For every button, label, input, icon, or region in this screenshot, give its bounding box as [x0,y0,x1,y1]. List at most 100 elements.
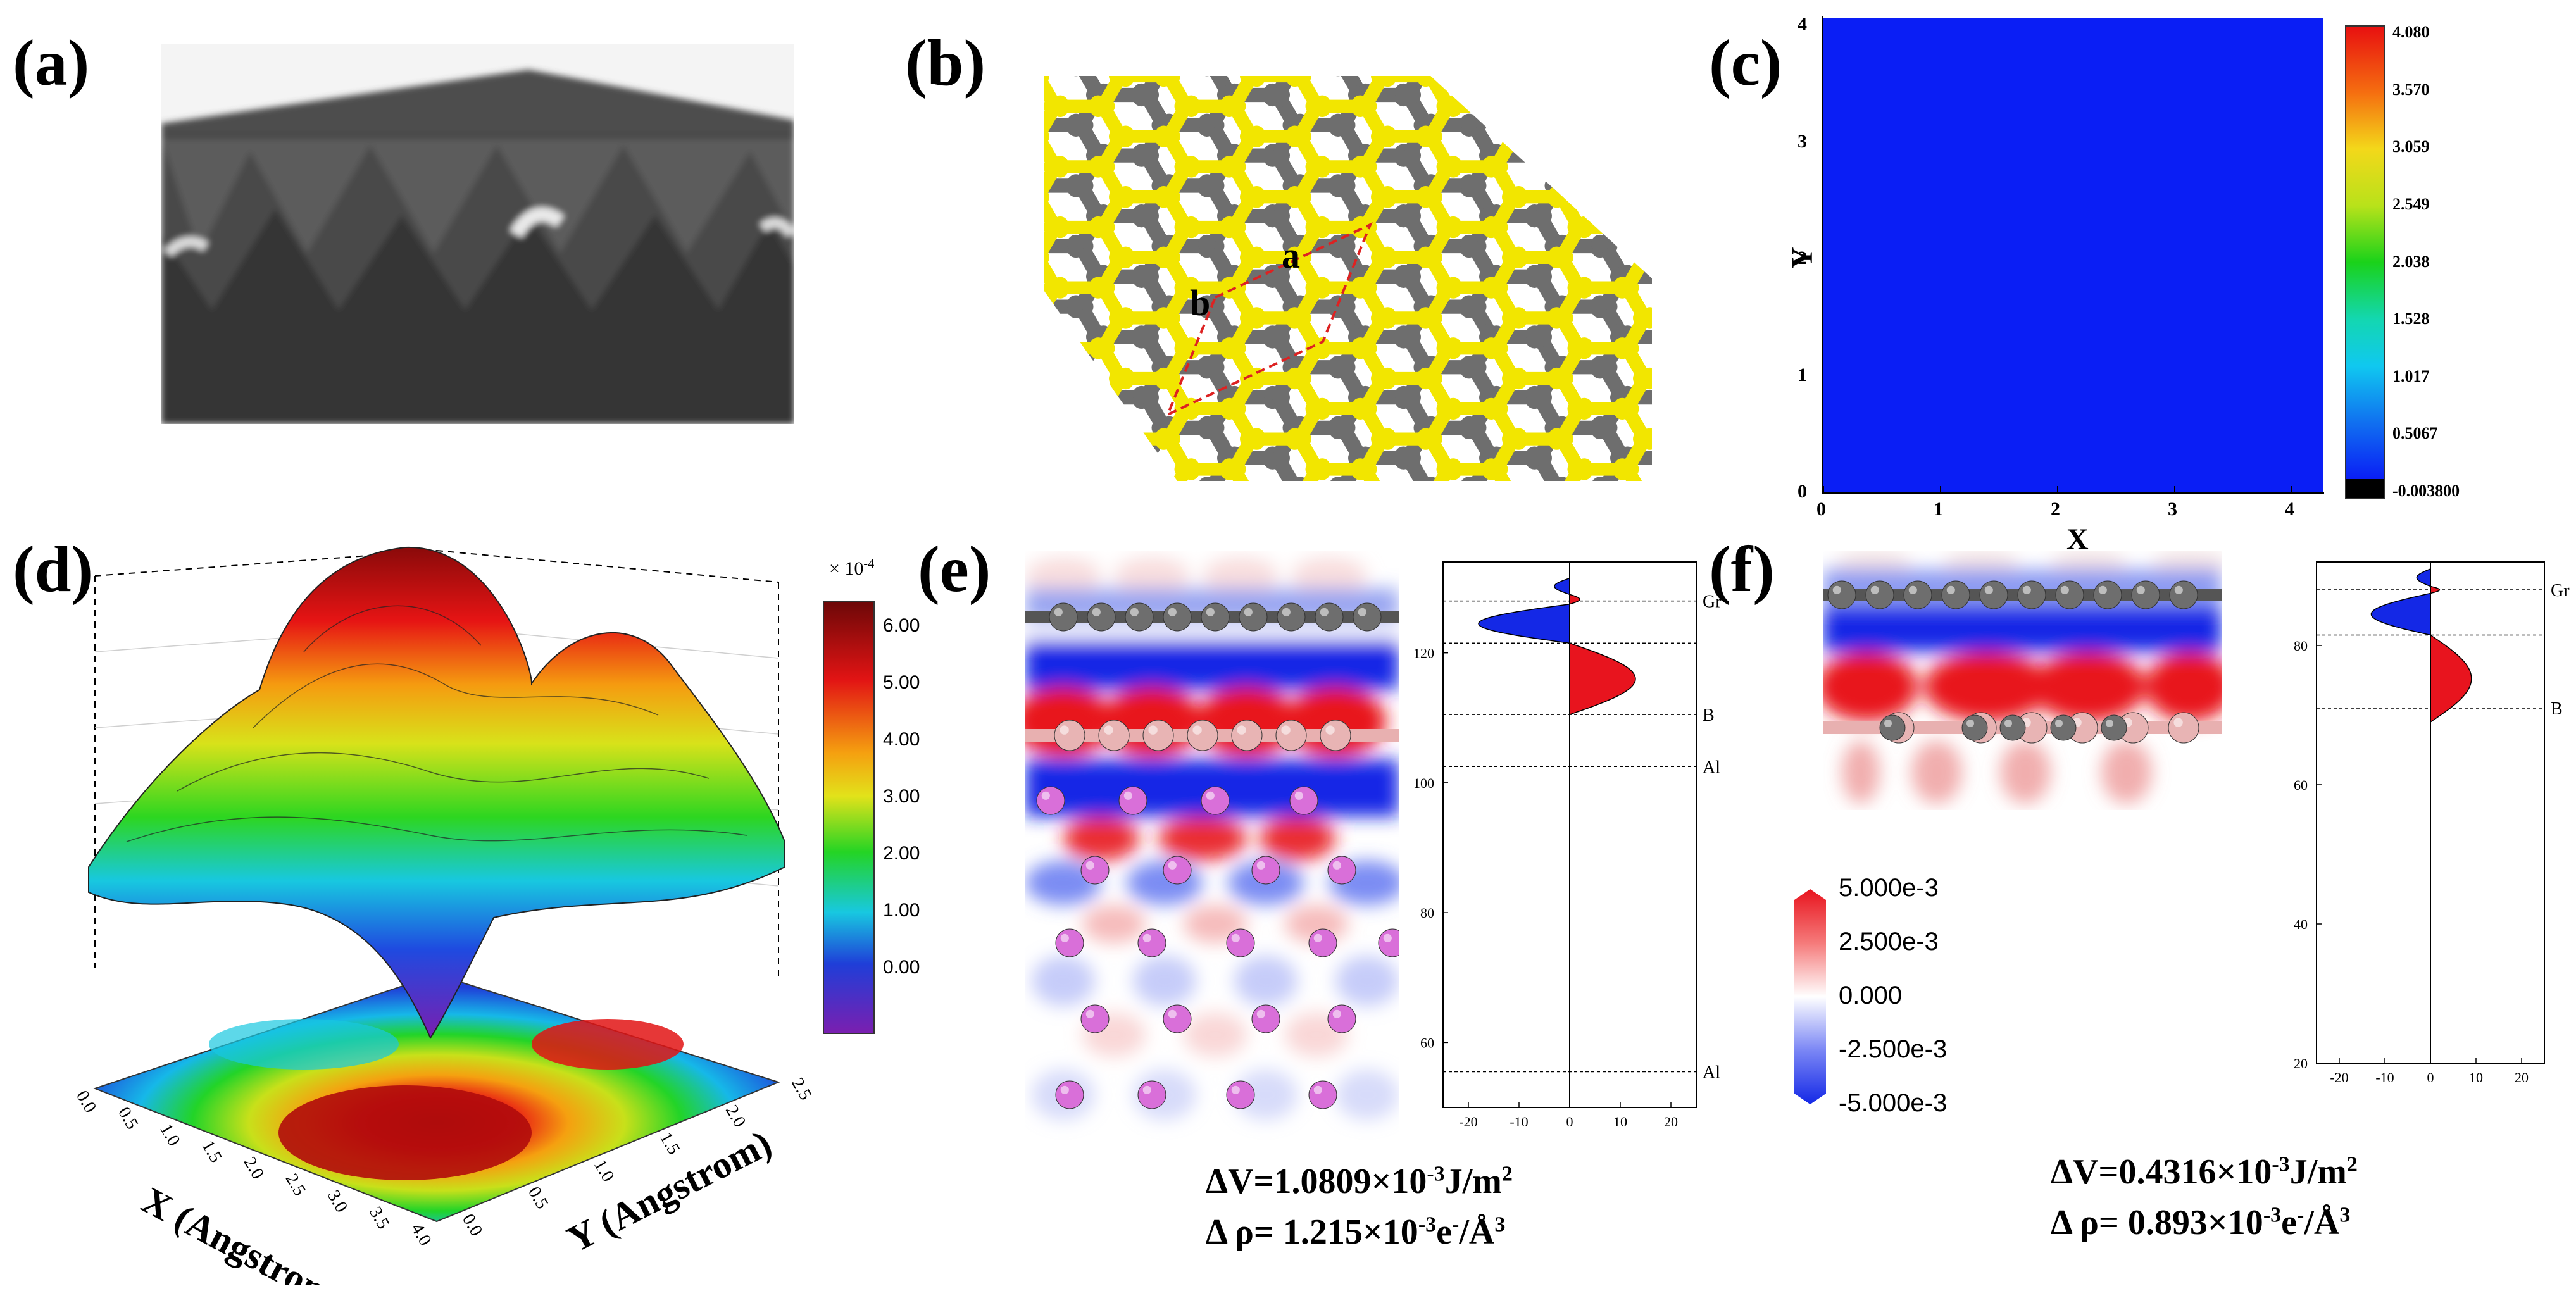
d-x-tick: 2.5 [282,1170,309,1199]
c-y-tick: 1 [1798,364,1807,385]
e-delta-rho: Δ ρ= 1.215×10-3e-/Å3 [1206,1213,1506,1252]
d-colorbar-tick: 6.00 [883,615,920,636]
d-colorbar-tick: 4.00 [883,729,920,750]
d-x-axis-label: X (Angstrom) [135,1179,353,1285]
panel-letter-b: (b) [905,27,986,99]
profile-x-tick: -10 [2375,1070,2394,1085]
c-colorbar-tick: -0.003800 [2392,482,2460,500]
shared-colorbar-tick: -2.500e-3 [1839,1035,1948,1063]
profile-y-tick: 80 [1420,905,1434,921]
c-x-tick-mark [1940,486,1941,492]
d-x-tick: 3.5 [365,1204,393,1233]
d-x-tick: 1.0 [156,1121,184,1150]
d-y-tick: 0.5 [524,1183,552,1213]
e-delta-v: ΔV=1.0809×10-3J/m2 [1206,1162,1513,1201]
c-x-tick-mark [2291,486,2292,492]
profile-y-tick: 60 [2294,777,2308,793]
profile-layer-label: B [2551,699,2563,719]
profile-lobe [1569,594,1580,605]
d-scale-label: × 10-4 [829,557,875,579]
profile-layer-label: Gr [1703,592,1722,612]
profile-x-tick: 20 [2515,1070,2529,1085]
profile-x-tick: 10 [1613,1114,1627,1130]
d-colorbar [823,601,875,1034]
c-y-tick: 3 [1798,130,1807,152]
c-colorbar [2345,25,2385,499]
panel-letter-c: (c) [1709,27,1782,99]
panel-letter-a: (a) [13,27,90,99]
d-colorbar-tick: 2.00 [883,843,920,864]
profile-x-tick: 20 [1664,1114,1678,1130]
c-colorbar-tick: 3.570 [2392,80,2430,99]
c-colorbar-tick: 1.528 [2392,309,2430,328]
potential-map [1823,18,2323,492]
c-colorbar-tick: 4.080 [2392,23,2430,41]
c-colorbar-tick: 2.549 [2392,194,2430,213]
c-y-tick: 2 [1798,247,1807,268]
e-charge-density-map [1025,551,1399,1145]
shared-colorbar-tick: 2.500e-3 [1839,928,1939,956]
c-colorbar-tick: 3.059 [2392,137,2430,156]
profile-lobe [1478,603,1570,644]
d-x-tick: 2.0 [240,1154,268,1183]
c-colorbar-tick: 1.017 [2392,366,2430,385]
profile-lobe [1569,642,1636,716]
f-charge-density-map [1823,551,2222,810]
c-x-tick-mark [2057,486,2058,492]
d-x-tick: 0.5 [114,1104,142,1133]
d-colorbar-tick: 1.00 [883,900,920,921]
profile-layer-label: Al [1703,758,1720,777]
profile-y-tick: 20 [2294,1056,2308,1071]
unit-cell [1165,222,1373,417]
shared-colorbar-tick: -5.000e-3 [1839,1089,1948,1117]
c-y-axis-label: Y [1785,247,1819,269]
d-y-tick: 2.0 [722,1102,749,1131]
profile-layer-label: Al [1703,1063,1720,1083]
profile-x-tick: 10 [2469,1070,2483,1085]
profile-lobe [2370,592,2431,636]
panel-letter-f: (f) [1709,533,1775,606]
c-y-tick: 0 [1798,481,1807,502]
c-x-tick: 3 [2168,499,2177,520]
profile-y-tick: 120 [1413,646,1434,661]
d-y-tick: 0.0 [458,1211,486,1240]
lattice-vector-b-label: b [1190,282,1211,323]
d-x-tick: 1.5 [197,1137,225,1166]
lattice-structure [1044,76,1652,481]
f-density-profile: Gr B 80 60 40 20 -20 -10 0 10 20 [2294,561,2570,1085]
c-colorbar-tick: 0.5067 [2392,424,2438,443]
profile-y-tick: 40 [2294,916,2308,932]
d-x-tick: 4.0 [407,1220,435,1249]
f-delta-rho: Δ ρ= 0.893×10-3e-/Å3 [2051,1203,2351,1242]
c-colorbar-tick: 2.038 [2392,252,2430,271]
c-x-tick-mark [1823,486,1824,492]
lattice-vector-a-label: a [1282,235,1300,276]
profile-layer-label: Gr [2551,581,2570,601]
d-y-tick: 2.5 [787,1075,815,1104]
profile-y-tick: 100 [1413,775,1434,791]
d-colorbar-tick: 3.00 [883,786,920,807]
d-x-tick: 0.0 [72,1087,100,1116]
panel-letter-e: (e) [918,533,991,606]
profile-y-tick: 60 [1420,1035,1434,1051]
surface-3d-plot: 0.0 0.5 1.0 1.5 2.0 2.5 3.0 3.5 4.0 0.0 0.5 1.0 1.5… [72,546,815,1285]
d-x-tick: 3.0 [323,1187,351,1216]
profile-lobe [1554,577,1570,596]
profile-x-tick: 0 [2427,1070,2434,1085]
panel-letter-d: (d) [13,533,94,606]
profile-lobe [2416,568,2431,587]
c-y-tick: 4 [1798,14,1807,35]
shared-colorbar-tick: 0.000 [1839,982,1903,1009]
d-colorbar-tick: 0.00 [883,957,920,978]
c-x-tick: 0 [1816,499,1826,520]
c-x-tick: 4 [2285,499,2294,520]
profile-lobe [2430,585,2441,594]
profile-y-tick: 80 [2294,638,2308,654]
absorber-photo [161,44,794,424]
d-y-tick: 1.0 [590,1156,618,1185]
profile-x-tick: 0 [1566,1114,1573,1130]
c-x-tick-mark [2174,486,2175,492]
d-colorbar-tick: 5.00 [883,672,920,693]
profile-x-tick: -10 [1510,1114,1528,1130]
c-x-tick: 2 [2051,499,2060,520]
